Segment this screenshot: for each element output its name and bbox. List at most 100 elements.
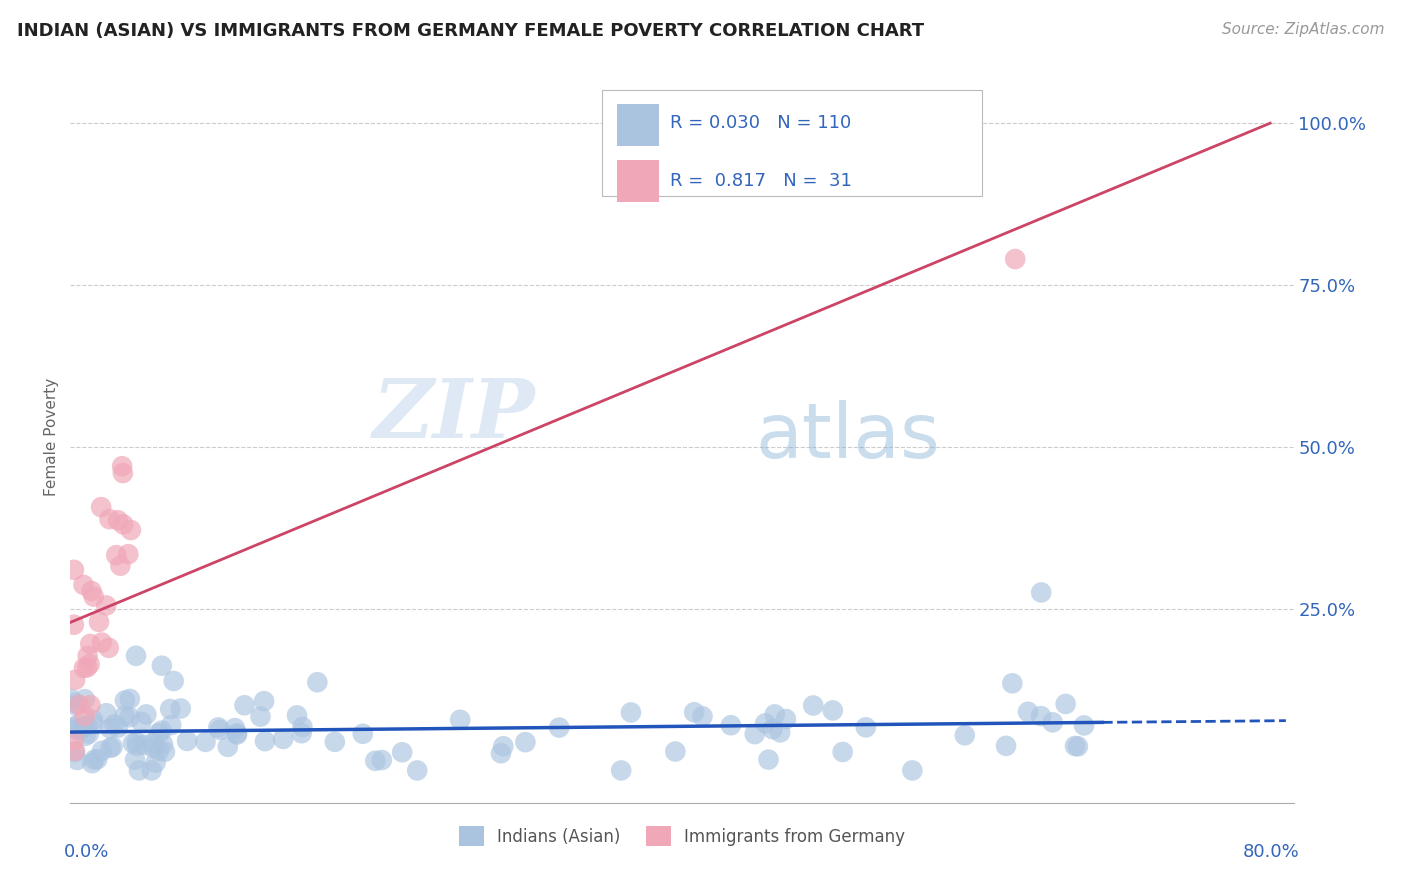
Point <box>125 648 148 663</box>
Point <box>249 709 271 723</box>
Point <box>69 723 91 737</box>
Point <box>145 756 167 770</box>
Point <box>692 709 714 723</box>
Point <box>120 523 142 537</box>
Point <box>159 702 181 716</box>
Point <box>664 744 686 758</box>
Point <box>96 599 118 613</box>
Text: ZIP: ZIP <box>373 376 536 455</box>
Point <box>79 657 101 672</box>
Text: INDIAN (ASIAN) VS IMMIGRANTS FROM GERMANY FEMALE POVERTY CORRELATION CHART: INDIAN (ASIAN) VS IMMIGRANTS FROM GERMAN… <box>17 22 924 40</box>
Point <box>821 703 844 717</box>
Point <box>75 729 97 743</box>
Point <box>253 734 276 748</box>
Point <box>75 718 97 732</box>
Point <box>831 745 853 759</box>
Point <box>489 746 512 760</box>
Point <box>226 726 249 740</box>
Point <box>1004 252 1026 266</box>
Text: R =  0.817   N =  31: R = 0.817 N = 31 <box>669 172 852 190</box>
Point <box>163 673 186 688</box>
Point <box>73 709 96 723</box>
Point <box>391 745 413 759</box>
Point <box>233 698 256 713</box>
FancyBboxPatch shape <box>602 90 981 195</box>
Point <box>63 733 86 747</box>
Point <box>761 722 783 736</box>
Point <box>720 718 742 732</box>
Point <box>90 500 112 515</box>
Point <box>683 706 706 720</box>
Point <box>100 740 122 755</box>
Point <box>953 728 976 742</box>
Point <box>153 745 176 759</box>
Point <box>548 721 571 735</box>
Point <box>754 716 776 731</box>
Point <box>323 735 346 749</box>
Point <box>150 658 173 673</box>
Point <box>90 635 112 649</box>
Point <box>97 640 120 655</box>
Point <box>142 740 165 755</box>
Point <box>995 739 1018 753</box>
Point <box>86 752 108 766</box>
Point <box>83 753 105 767</box>
Point <box>194 735 217 749</box>
Point <box>65 723 87 737</box>
Point <box>1031 585 1053 599</box>
Point <box>66 753 89 767</box>
Point <box>131 714 153 729</box>
Point <box>1064 739 1087 753</box>
Point <box>271 731 294 746</box>
Point <box>127 739 149 753</box>
Point <box>226 728 249 742</box>
Text: 0.0%: 0.0% <box>65 843 110 861</box>
Point <box>207 721 229 735</box>
Point <box>1017 705 1039 719</box>
Point <box>63 617 86 632</box>
Point <box>87 615 110 629</box>
Point <box>801 698 824 713</box>
Point <box>744 727 766 741</box>
Text: 80.0%: 80.0% <box>1243 843 1299 861</box>
Point <box>73 692 96 706</box>
Point <box>124 753 146 767</box>
FancyBboxPatch shape <box>617 160 658 202</box>
Point <box>291 726 314 740</box>
Point <box>82 756 104 771</box>
Point <box>63 720 86 734</box>
Point <box>364 754 387 768</box>
Point <box>112 517 135 532</box>
Point <box>150 723 173 738</box>
Point <box>72 578 94 592</box>
Text: R = 0.030   N = 110: R = 0.030 N = 110 <box>669 114 851 132</box>
Point <box>1054 697 1077 711</box>
Point <box>107 513 129 527</box>
Point <box>63 696 86 710</box>
Point <box>901 764 924 778</box>
Point <box>1001 676 1024 690</box>
Point <box>79 637 101 651</box>
Point <box>132 738 155 752</box>
Point <box>1029 709 1052 723</box>
Point <box>141 764 163 778</box>
Point <box>610 764 633 778</box>
Point <box>98 512 121 526</box>
Point <box>160 718 183 732</box>
Point <box>148 726 170 740</box>
Point <box>101 739 124 754</box>
Point <box>118 710 141 724</box>
Point <box>855 720 877 734</box>
Point <box>118 692 141 706</box>
Point <box>176 734 198 748</box>
Point <box>103 717 125 731</box>
Point <box>1067 739 1090 754</box>
Point <box>63 563 86 577</box>
Point <box>107 721 129 735</box>
Point <box>148 744 170 758</box>
Point <box>1042 715 1064 730</box>
Point <box>82 713 104 727</box>
Point <box>63 745 86 759</box>
Point <box>620 706 643 720</box>
FancyBboxPatch shape <box>617 103 658 146</box>
